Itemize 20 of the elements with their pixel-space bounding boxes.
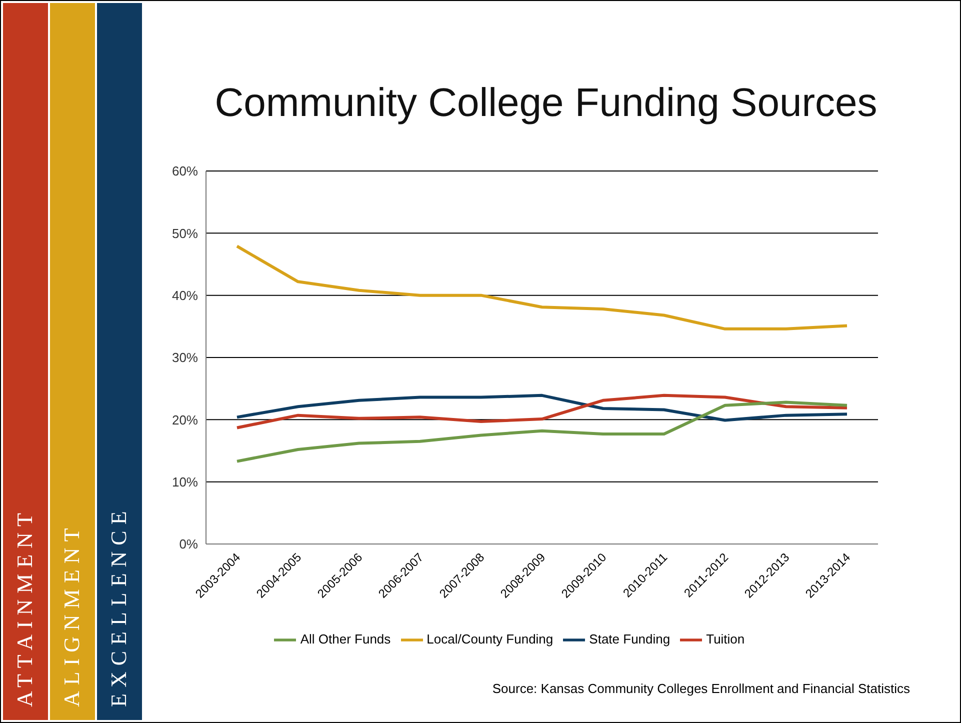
line-series: [236, 400, 848, 463]
y-tick-label: 30%: [172, 350, 198, 366]
chart-title: Community College Funding Sources: [214, 81, 878, 126]
text: EXCELLENCE: [106, 505, 131, 707]
y-tick-label: 0%: [179, 536, 198, 552]
y-tick-label: 10%: [172, 474, 198, 490]
text: ATTAINMENT: [12, 507, 37, 707]
legend-label: State Funding: [589, 631, 670, 646]
line-series: [236, 394, 848, 422]
line-series: [236, 244, 848, 330]
legend-label: Local/County Funding: [426, 631, 554, 646]
legend-label: Tuition: [706, 631, 745, 646]
legend-label: All Other Funds: [300, 631, 391, 646]
y-tick-label: 20%: [172, 412, 198, 428]
y-tick-label: 40%: [172, 288, 198, 303]
line-series: [236, 394, 848, 430]
source-note: Source: Kansas Community Colleges Enrollment and Financial Statistics: [492, 681, 910, 696]
y-tick-label: 50%: [172, 226, 198, 241]
text: ALIGNMENT: [59, 522, 84, 707]
y-tick-label: 60%: [172, 164, 198, 179]
